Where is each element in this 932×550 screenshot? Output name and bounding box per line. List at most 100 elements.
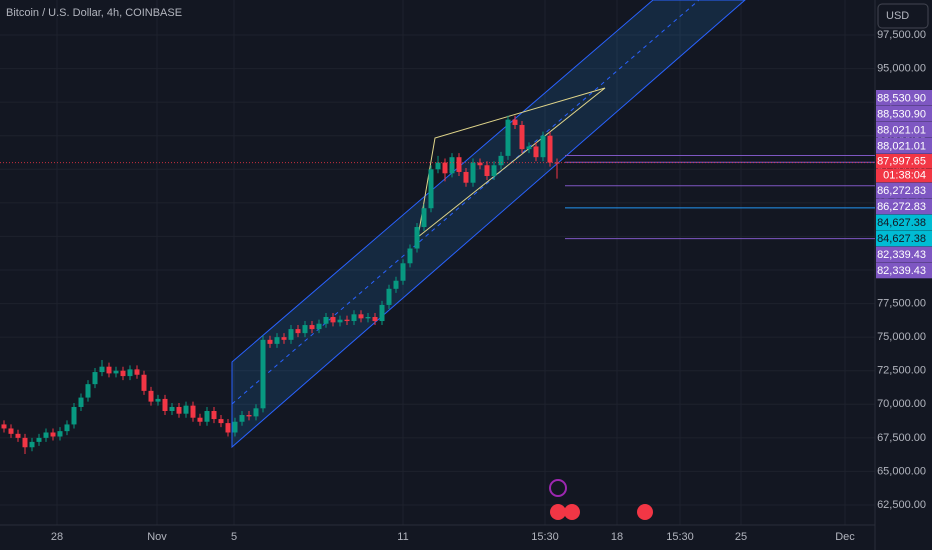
channel-midline — [231, 0, 700, 405]
price-label-box — [876, 198, 932, 215]
candle-body — [260, 339, 266, 409]
currency-label[interactable]: USD — [886, 10, 909, 22]
candle-body — [288, 329, 294, 340]
candle-body — [1, 424, 7, 429]
candle-body — [120, 370, 126, 377]
candle-body — [204, 411, 210, 422]
triangle-pattern — [417, 87, 606, 238]
candle-body — [218, 419, 224, 424]
price-label: 84,627.38 — [877, 217, 926, 229]
event-icon[interactable] — [564, 504, 580, 520]
candle-body — [211, 411, 217, 420]
candle-body — [274, 337, 280, 344]
price-label: 86,272.83 — [877, 201, 926, 213]
candle-body — [554, 162, 560, 164]
candle-body — [15, 433, 21, 438]
x-tick-label: Nov — [147, 531, 167, 543]
candle-body — [449, 157, 455, 174]
candle-body — [148, 390, 154, 402]
grid — [0, 0, 875, 525]
candle-body — [435, 162, 441, 170]
price-label-box — [876, 182, 932, 199]
candle-body — [526, 146, 532, 150]
candle-body — [365, 317, 371, 319]
x-tick-label: 5 — [231, 531, 237, 543]
y-tick-label: 70,000.00 — [877, 398, 926, 410]
candle-body — [442, 162, 448, 174]
candle-body — [498, 155, 504, 166]
candle-body — [253, 408, 259, 417]
candle-body — [540, 135, 546, 158]
candles — [1, 115, 560, 454]
price-label-box — [876, 122, 932, 138]
x-tick-label: 25 — [735, 531, 747, 543]
candle-body — [400, 263, 406, 281]
candle-body — [512, 119, 518, 125]
candle-body — [225, 423, 231, 433]
y-tick-label: 95,000.00 — [877, 62, 926, 74]
candle-body — [99, 366, 105, 373]
event-icon[interactable] — [637, 504, 653, 520]
candle-body — [393, 280, 399, 289]
candle-body — [64, 424, 70, 432]
candle-body — [309, 325, 315, 330]
price-label: 01:38:04 — [883, 170, 926, 182]
candle-body — [155, 398, 161, 402]
price-label-box — [876, 168, 932, 183]
price-label: 88,530.90 — [877, 108, 926, 120]
candle-body — [463, 171, 469, 183]
candle-body — [372, 317, 378, 322]
candle-body — [414, 227, 420, 249]
candle-body — [547, 135, 553, 163]
candle-body — [344, 319, 350, 322]
price-label-box — [876, 230, 932, 247]
candle-body — [71, 406, 77, 425]
price-label: 82,339.43 — [877, 265, 926, 277]
candle-body — [22, 437, 28, 448]
candle-body — [484, 165, 490, 176]
candle-body — [477, 162, 483, 166]
candle-body — [57, 431, 63, 437]
candle-body — [106, 366, 112, 374]
candle-body — [183, 405, 189, 414]
price-label: 82,339.43 — [877, 249, 926, 261]
y-tick-label: 67,500.00 — [877, 432, 926, 444]
currency-button[interactable] — [877, 3, 929, 29]
candle-body — [239, 415, 245, 422]
price-label-box — [876, 154, 932, 168]
x-tick-label: 11 — [397, 531, 408, 543]
x-tick-label: 15:30 — [531, 531, 559, 543]
event-icon[interactable] — [549, 479, 567, 497]
candle-body — [162, 398, 168, 412]
candle-body — [470, 162, 476, 183]
x-tick-label: 18 — [611, 531, 623, 543]
x-tick-label: 28 — [51, 531, 63, 543]
price-label-box — [876, 246, 932, 263]
candle-body — [302, 325, 308, 334]
y-tick-label: 65,000.00 — [877, 465, 926, 477]
price-label-box — [876, 262, 932, 279]
candle-body — [141, 374, 147, 391]
price-label: 86,272.83 — [877, 185, 926, 197]
candle-body — [533, 146, 539, 158]
price-label: 84,627.38 — [877, 233, 926, 245]
candle-body — [519, 124, 525, 150]
price-label-box — [876, 214, 932, 231]
candle-body — [134, 369, 140, 375]
price-label: 88,530.90 — [877, 92, 926, 104]
price-label-box — [876, 138, 932, 154]
candle-body — [8, 428, 14, 434]
event-icon[interactable] — [550, 504, 566, 520]
y-tick-label: 62,500.00 — [877, 499, 926, 511]
candle-body — [337, 319, 343, 323]
candle-body — [379, 304, 385, 322]
candle-body — [169, 406, 175, 412]
candle-body — [78, 397, 84, 407]
chart-title: Bitcoin / U.S. Dollar, 4h, COINBASE — [6, 7, 182, 19]
candle-body — [92, 372, 98, 385]
candle-body — [127, 369, 133, 377]
candle-body — [505, 119, 511, 156]
candle-body — [330, 317, 336, 323]
